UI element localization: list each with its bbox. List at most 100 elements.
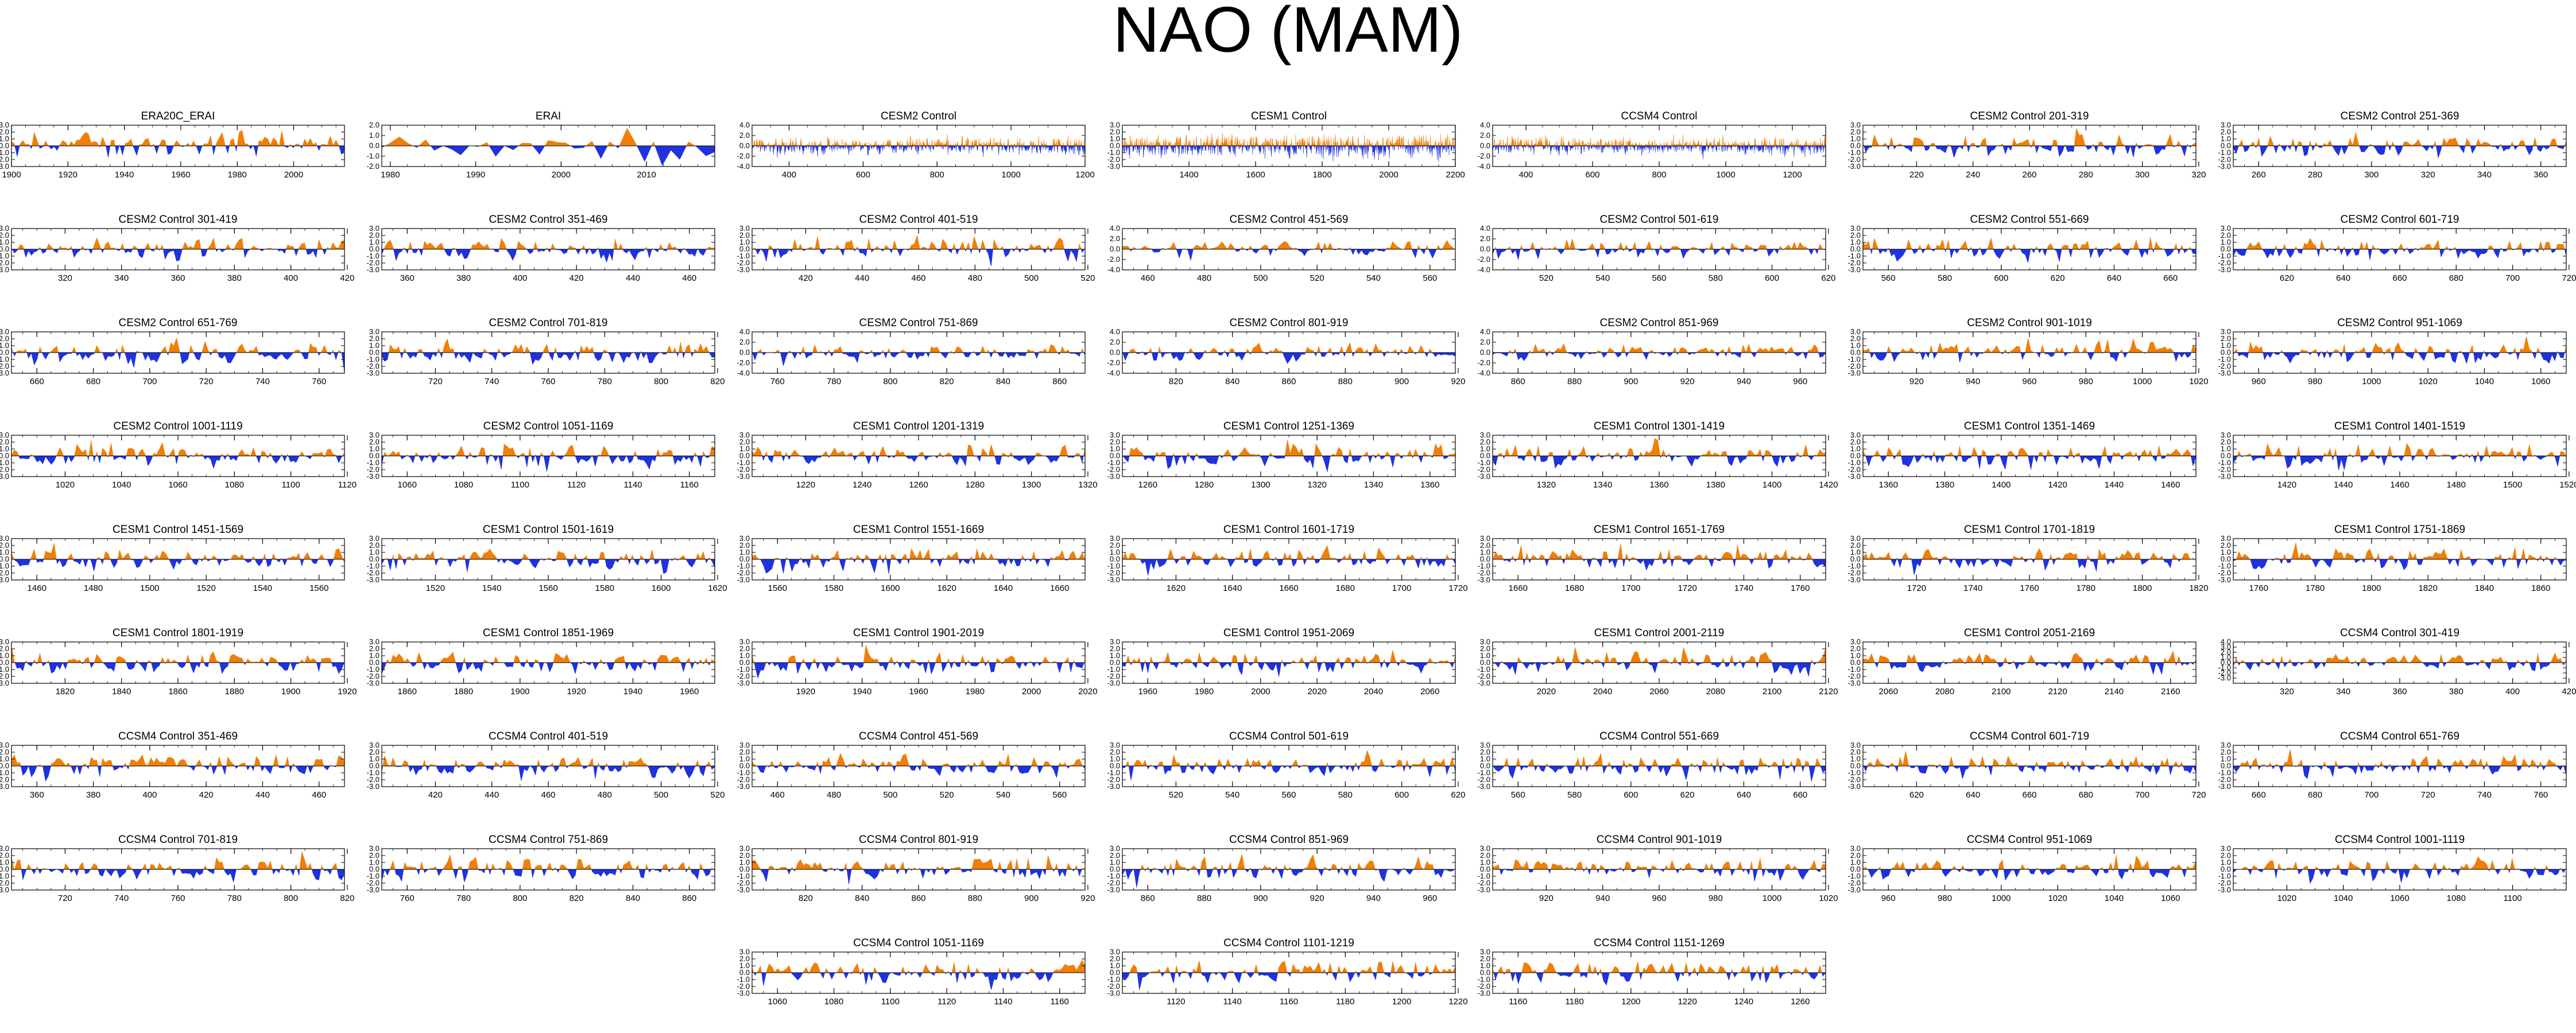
- y-tick-label: 3.0: [369, 637, 379, 646]
- x-tick-label: 280: [2079, 170, 2093, 180]
- x-tick-label: 1140: [1223, 997, 1242, 1007]
- x-tick-label: 1900: [510, 687, 529, 697]
- negative-area: [2233, 352, 2565, 364]
- x-tick-label: 1940: [623, 687, 642, 697]
- x-tick-label: 240: [1966, 170, 1980, 180]
- y-tick-label: 3.0: [739, 844, 750, 853]
- x-tick-label: 820: [710, 377, 725, 386]
- x-tick-label: 1000: [1762, 893, 1781, 903]
- y-tick-label: -3.0: [367, 472, 379, 481]
- x-tick-label: 780: [827, 377, 841, 386]
- y-tick-label: -1.0: [2218, 355, 2231, 363]
- x-tick-label: 1620: [937, 583, 956, 593]
- negative-area: [2233, 249, 2567, 260]
- x-tick-label: 1080: [824, 997, 843, 1007]
- nao-panel: CESM1 Control 1901-20193.02.01.00.0-1.0-…: [737, 627, 1098, 697]
- y-tick-label: 3.0: [1480, 844, 1490, 853]
- y-tick-label: 1.0: [0, 858, 9, 866]
- x-tick-label: 1020: [56, 480, 75, 490]
- y-tick-label: 3.0: [1850, 121, 1861, 129]
- y-tick-label: 3.0: [2221, 534, 2231, 543]
- y-tick-label: -1.0: [1478, 458, 1490, 467]
- negative-area: [1492, 352, 1826, 361]
- y-tick-label: 1.0: [1480, 858, 1490, 866]
- x-tick-label: 860: [1511, 377, 1525, 386]
- x-tick-label: 420: [340, 273, 354, 283]
- negative-area: [1122, 352, 1456, 365]
- negative-area: [14, 662, 344, 675]
- x-tick-label: 420: [570, 273, 584, 283]
- panel-title: ERAI: [536, 110, 561, 122]
- y-tick-label: 3.0: [739, 534, 750, 543]
- y-tick-label: 1.0: [2221, 134, 2231, 143]
- y-tick-label: -1.0: [367, 252, 379, 260]
- x-tick-label: 360: [2534, 170, 2548, 180]
- x-tick-label: 920: [1539, 893, 1554, 903]
- y-tick-label: -1.0: [2218, 458, 2231, 467]
- y-tick-label: 0.0: [2221, 348, 2231, 357]
- x-tick-label: 760: [400, 893, 415, 903]
- x-tick-label: 320: [58, 273, 72, 283]
- x-tick-label: 400: [1519, 170, 1533, 180]
- nao-panel: CESM1 Control 1951-20693.02.01.00.0-1.0-…: [1107, 627, 1456, 697]
- y-tick-label: 3.0: [1850, 741, 1861, 749]
- y-tick-label: 3.0: [1480, 534, 1490, 543]
- y-tick-label: -1.0: [1107, 665, 1120, 674]
- x-tick-label: 1380: [1706, 480, 1725, 490]
- x-tick-label: 740: [485, 377, 499, 386]
- y-tick-label: -3.0: [1478, 472, 1490, 481]
- panel-title: CESM1 Control 1601-1719: [1223, 524, 1354, 536]
- x-tick-label: 660: [2163, 273, 2178, 283]
- x-tick-label: 1320: [1537, 480, 1556, 490]
- x-tick-label: 1060: [2390, 893, 2409, 903]
- y-tick-label: -2.0: [2218, 568, 2231, 577]
- x-tick-label: 760: [312, 377, 326, 386]
- y-tick-label: -2.0: [367, 162, 379, 171]
- y-tick-label: -1.0: [2218, 663, 2231, 672]
- x-tick-label: 1700: [1621, 583, 1640, 593]
- y-tick-label: 0.0: [0, 761, 9, 770]
- y-tick-label: -2.0: [367, 465, 379, 474]
- y-tick-label: -4.0: [1478, 265, 1490, 274]
- x-tick-label: 320: [2421, 170, 2435, 180]
- y-tick-label: -3.0: [2218, 782, 2231, 791]
- x-tick-label: 540: [996, 790, 1010, 800]
- nao-panel: CESM2 Control 1001-11193.02.01.00.0-1.0-…: [0, 420, 357, 490]
- x-tick-label: 1280: [966, 480, 985, 490]
- y-tick-label: 1.0: [0, 755, 9, 763]
- x-tick-label: 1220: [796, 480, 815, 490]
- y-tick-label: 1.0: [0, 548, 9, 556]
- nao-panel: CESM2 Control 901-1019 3.02.01.00.0-1.0-2…: [1848, 317, 2209, 386]
- x-tick-label: 900: [1253, 893, 1268, 903]
- positive-area: [1862, 855, 2197, 870]
- panel-title: CCSM4 Control 1101-1219: [1223, 937, 1354, 949]
- y-tick-label: -3.0: [1848, 162, 1861, 171]
- y-tick-label: 2.0: [369, 121, 379, 129]
- y-tick-label: -2.0: [0, 775, 9, 784]
- x-tick-label: 320: [2191, 170, 2206, 180]
- x-tick-label: 680: [2449, 273, 2463, 283]
- positive-area: [382, 755, 711, 767]
- y-tick-label: 3.0: [369, 224, 379, 233]
- x-tick-label: 1500: [2503, 480, 2522, 490]
- x-tick-label: 960: [1652, 893, 1666, 903]
- x-tick-label: 820: [799, 893, 813, 903]
- y-tick-label: 0.0: [1850, 555, 1861, 563]
- x-tick-label: 600: [1994, 273, 2008, 283]
- panel-title: CESM1 Control 2051-2169: [1964, 627, 2095, 639]
- positive-area: [1492, 753, 1821, 767]
- y-tick-label: -3.0: [367, 575, 379, 584]
- x-tick-label: 1960: [680, 687, 699, 697]
- y-tick-label: 1.0: [1850, 548, 1861, 556]
- x-tick-label: 540: [1366, 273, 1381, 283]
- positive-area: [1133, 854, 1456, 870]
- panel-title: CESM2 Control 751-869: [859, 317, 978, 329]
- panel-title: CESM2 Control 901-1019: [1967, 317, 2092, 329]
- y-tick-label: -3.0: [1107, 989, 1120, 997]
- panel-title: CCSM4 Control 1001-1119: [2335, 834, 2465, 846]
- x-tick-label: 500: [654, 790, 668, 800]
- x-tick-label: 400: [782, 170, 796, 180]
- y-tick-label: -1.0: [367, 665, 379, 674]
- nao-panel: CESM1 Control 1851-19693.02.01.00.0-1.0-…: [367, 627, 715, 697]
